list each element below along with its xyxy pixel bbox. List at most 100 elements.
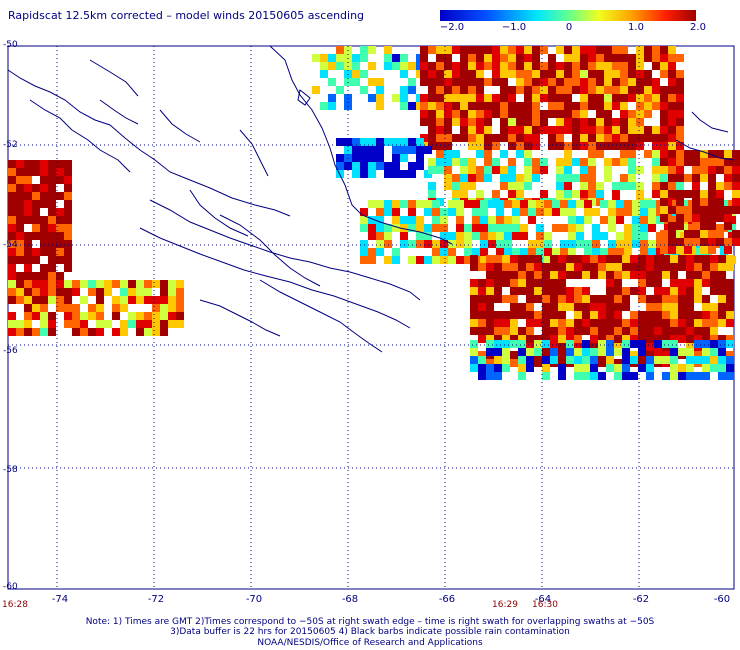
- wind-cell: [160, 312, 168, 320]
- wind-cell: [620, 86, 628, 94]
- wind-cell: [604, 142, 612, 150]
- wind-cell: [168, 296, 176, 304]
- wind-cell: [32, 160, 40, 168]
- wind-cell: [432, 240, 440, 248]
- wind-cell: [40, 176, 48, 184]
- wind-cell: [732, 230, 740, 238]
- wind-cell: [686, 335, 694, 343]
- wind-cell: [718, 287, 726, 295]
- wind-cell: [376, 154, 384, 162]
- wind-cell: [598, 340, 606, 348]
- wind-cell: [572, 118, 580, 126]
- wind-cell: [376, 200, 384, 208]
- wind-cell: [516, 62, 524, 70]
- wind-cell: [686, 372, 694, 380]
- wind-cell: [526, 348, 534, 356]
- wind-cell: [604, 54, 612, 62]
- wind-cell: [416, 162, 424, 170]
- wind-cell: [8, 264, 16, 272]
- wind-cell: [408, 138, 416, 146]
- wind-cell: [448, 256, 456, 264]
- wind-cell: [486, 295, 494, 303]
- wind-cell: [64, 256, 72, 264]
- wind-cell: [604, 78, 612, 86]
- wind-cell: [718, 372, 726, 380]
- wind-cell: [560, 200, 568, 208]
- wind-cell: [604, 174, 612, 182]
- wind-cell: [572, 158, 580, 166]
- wind-cell: [524, 46, 532, 54]
- wind-cell: [428, 118, 436, 126]
- wind-cell: [56, 208, 64, 216]
- wind-cell: [120, 280, 128, 288]
- lat-label: -54: [3, 240, 18, 250]
- wind-cell: [668, 246, 676, 254]
- wind-cell: [670, 372, 678, 380]
- wind-cell: [644, 46, 652, 54]
- wind-cell: [636, 78, 644, 86]
- wind-cell: [494, 255, 502, 263]
- wind-cell: [444, 62, 452, 70]
- wind-cell: [128, 288, 136, 296]
- wind-cell: [536, 200, 544, 208]
- wind-cell: [16, 176, 24, 184]
- wind-cell: [620, 150, 628, 158]
- wind-cell: [564, 174, 572, 182]
- wind-cell: [652, 94, 660, 102]
- coastline: [7, 45, 735, 353]
- wind-cell: [676, 126, 684, 134]
- wind-cell: [508, 70, 516, 78]
- wind-cell: [484, 166, 492, 174]
- wind-cell: [572, 46, 580, 54]
- wind-cell: [628, 78, 636, 86]
- wind-cell: [576, 216, 584, 224]
- wind-cell: [48, 232, 56, 240]
- wind-cell: [598, 359, 606, 367]
- wind-cell: [686, 356, 694, 364]
- wind-cell: [556, 46, 564, 54]
- wind-cell: [636, 62, 644, 70]
- wind-cell: [608, 216, 616, 224]
- wind-cell: [668, 238, 676, 246]
- wind-cell: [636, 134, 644, 142]
- wind-data-cells: [8, 46, 740, 380]
- wind-cell: [468, 46, 476, 54]
- wind-cell: [478, 319, 486, 327]
- wind-cell: [676, 246, 684, 254]
- wind-cell: [726, 364, 734, 372]
- wind-cell: [476, 142, 484, 150]
- wind-cell: [556, 78, 564, 86]
- wind-cell: [600, 248, 608, 256]
- wind-cell: [476, 174, 484, 182]
- wind-cell: [732, 158, 740, 166]
- wind-cell: [676, 166, 684, 174]
- wind-cell: [494, 287, 502, 295]
- wind-cell: [564, 150, 572, 158]
- wind-cell: [596, 70, 604, 78]
- wind-cell: [478, 279, 486, 287]
- wind-cell: [692, 182, 700, 190]
- wind-cell: [478, 372, 486, 380]
- wind-cell: [24, 200, 32, 208]
- wind-cell: [16, 280, 24, 288]
- wind-cell: [436, 126, 444, 134]
- wind-cell: [572, 110, 580, 118]
- wind-cell: [560, 248, 568, 256]
- wind-cell: [678, 279, 686, 287]
- wind-cell: [590, 319, 598, 327]
- wind-cell: [376, 138, 384, 146]
- wind-cell: [576, 200, 584, 208]
- wind-cell: [408, 78, 416, 86]
- wind-cell: [336, 62, 344, 70]
- wind-cell: [48, 184, 56, 192]
- wind-cell: [670, 303, 678, 311]
- wind-cell: [582, 295, 590, 303]
- wind-cell: [588, 150, 596, 158]
- wind-cell: [612, 86, 620, 94]
- wind-cell: [534, 340, 542, 348]
- wind-cell: [504, 240, 512, 248]
- wind-cell: [24, 168, 32, 176]
- wind-cell: [596, 134, 604, 142]
- wind-cell: [660, 246, 668, 254]
- wind-cell: [662, 335, 670, 343]
